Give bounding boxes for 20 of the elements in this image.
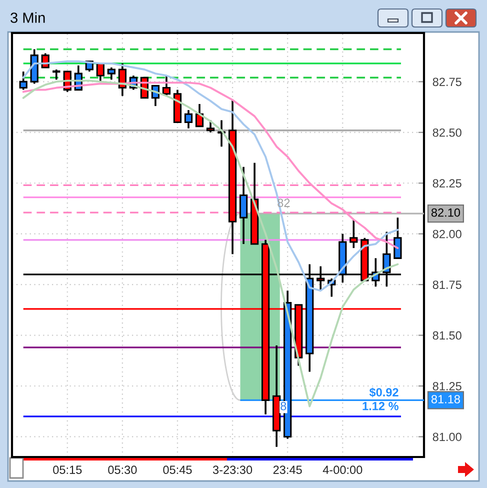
annotation: 8 bbox=[280, 402, 286, 410]
ref-line-label: 82.10 bbox=[431, 208, 460, 217]
y-tick-label: 81.50 bbox=[432, 331, 462, 340]
y-tick-label: 81.75 bbox=[432, 280, 462, 289]
ref-line-label: 81.18 bbox=[431, 395, 460, 404]
x-tick-label: 05:15 bbox=[53, 466, 82, 474]
annotation: $0.92 bbox=[369, 388, 398, 398]
y-tick-label: 82.50 bbox=[432, 128, 462, 137]
annotation: 1.12 % bbox=[362, 402, 398, 410]
chart-title: 3 Min bbox=[10, 12, 45, 23]
y-tick-label: 82.75 bbox=[432, 78, 462, 86]
x-tick-label: 3-23:30 bbox=[212, 466, 252, 474]
y-tick-label: 82.00 bbox=[432, 230, 462, 238]
x-tick-label: 05:30 bbox=[108, 466, 137, 474]
y-tick-label: 81.25 bbox=[432, 382, 462, 390]
x-tick-label: 05:45 bbox=[163, 466, 192, 474]
x-tick-label: 23:45 bbox=[273, 466, 302, 474]
y-tick-label: 82.25 bbox=[432, 179, 462, 188]
x-tick-label: 4-00:00 bbox=[322, 466, 362, 474]
y-tick-label: 81.00 bbox=[432, 432, 462, 442]
